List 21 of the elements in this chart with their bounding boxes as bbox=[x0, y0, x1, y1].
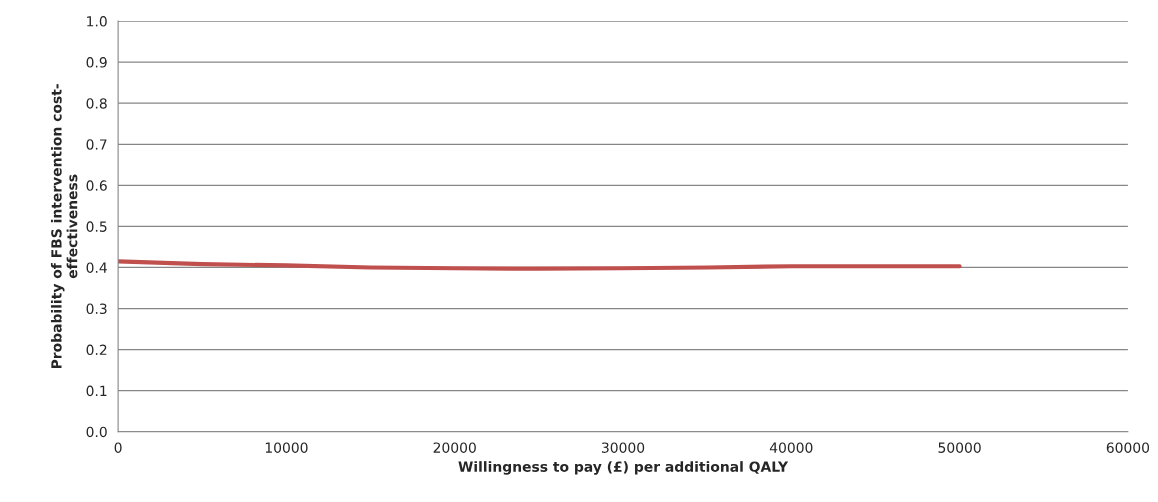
x-tick-label: 0 bbox=[114, 442, 122, 453]
x-axis-title: Willingness to pay (£) per additional QALY bbox=[458, 461, 789, 475]
x-tick-label: 40000 bbox=[769, 442, 813, 453]
y-tick-label: 1.0 bbox=[87, 16, 107, 27]
y-tick-label: 0.0 bbox=[86, 426, 107, 438]
x-tick-label: 50000 bbox=[938, 442, 981, 453]
x-tick-label: 60000 bbox=[1106, 442, 1150, 453]
y-tick-label: 0.2 bbox=[86, 344, 107, 356]
y-tick-label: 0.8 bbox=[86, 98, 107, 109]
y-tick-label: 0.3 bbox=[86, 303, 107, 314]
y-tick-label: 0.7 bbox=[86, 139, 107, 150]
x-tick-label: 20000 bbox=[433, 442, 476, 453]
x-tick-label: 30000 bbox=[601, 442, 645, 453]
y-tick-label: 0.4 bbox=[86, 262, 107, 273]
x-tick-label: 10000 bbox=[265, 442, 308, 453]
y-tick-label: 0.5 bbox=[86, 221, 107, 232]
y-tick-label: 0.6 bbox=[86, 180, 107, 191]
y-tick-label: 0.9 bbox=[86, 57, 107, 68]
line-series bbox=[118, 259, 962, 271]
y-tick-label: 0.1 bbox=[86, 385, 107, 397]
y-axis-title: Probability of FBS intervention cost- effectiveness bbox=[50, 84, 78, 369]
